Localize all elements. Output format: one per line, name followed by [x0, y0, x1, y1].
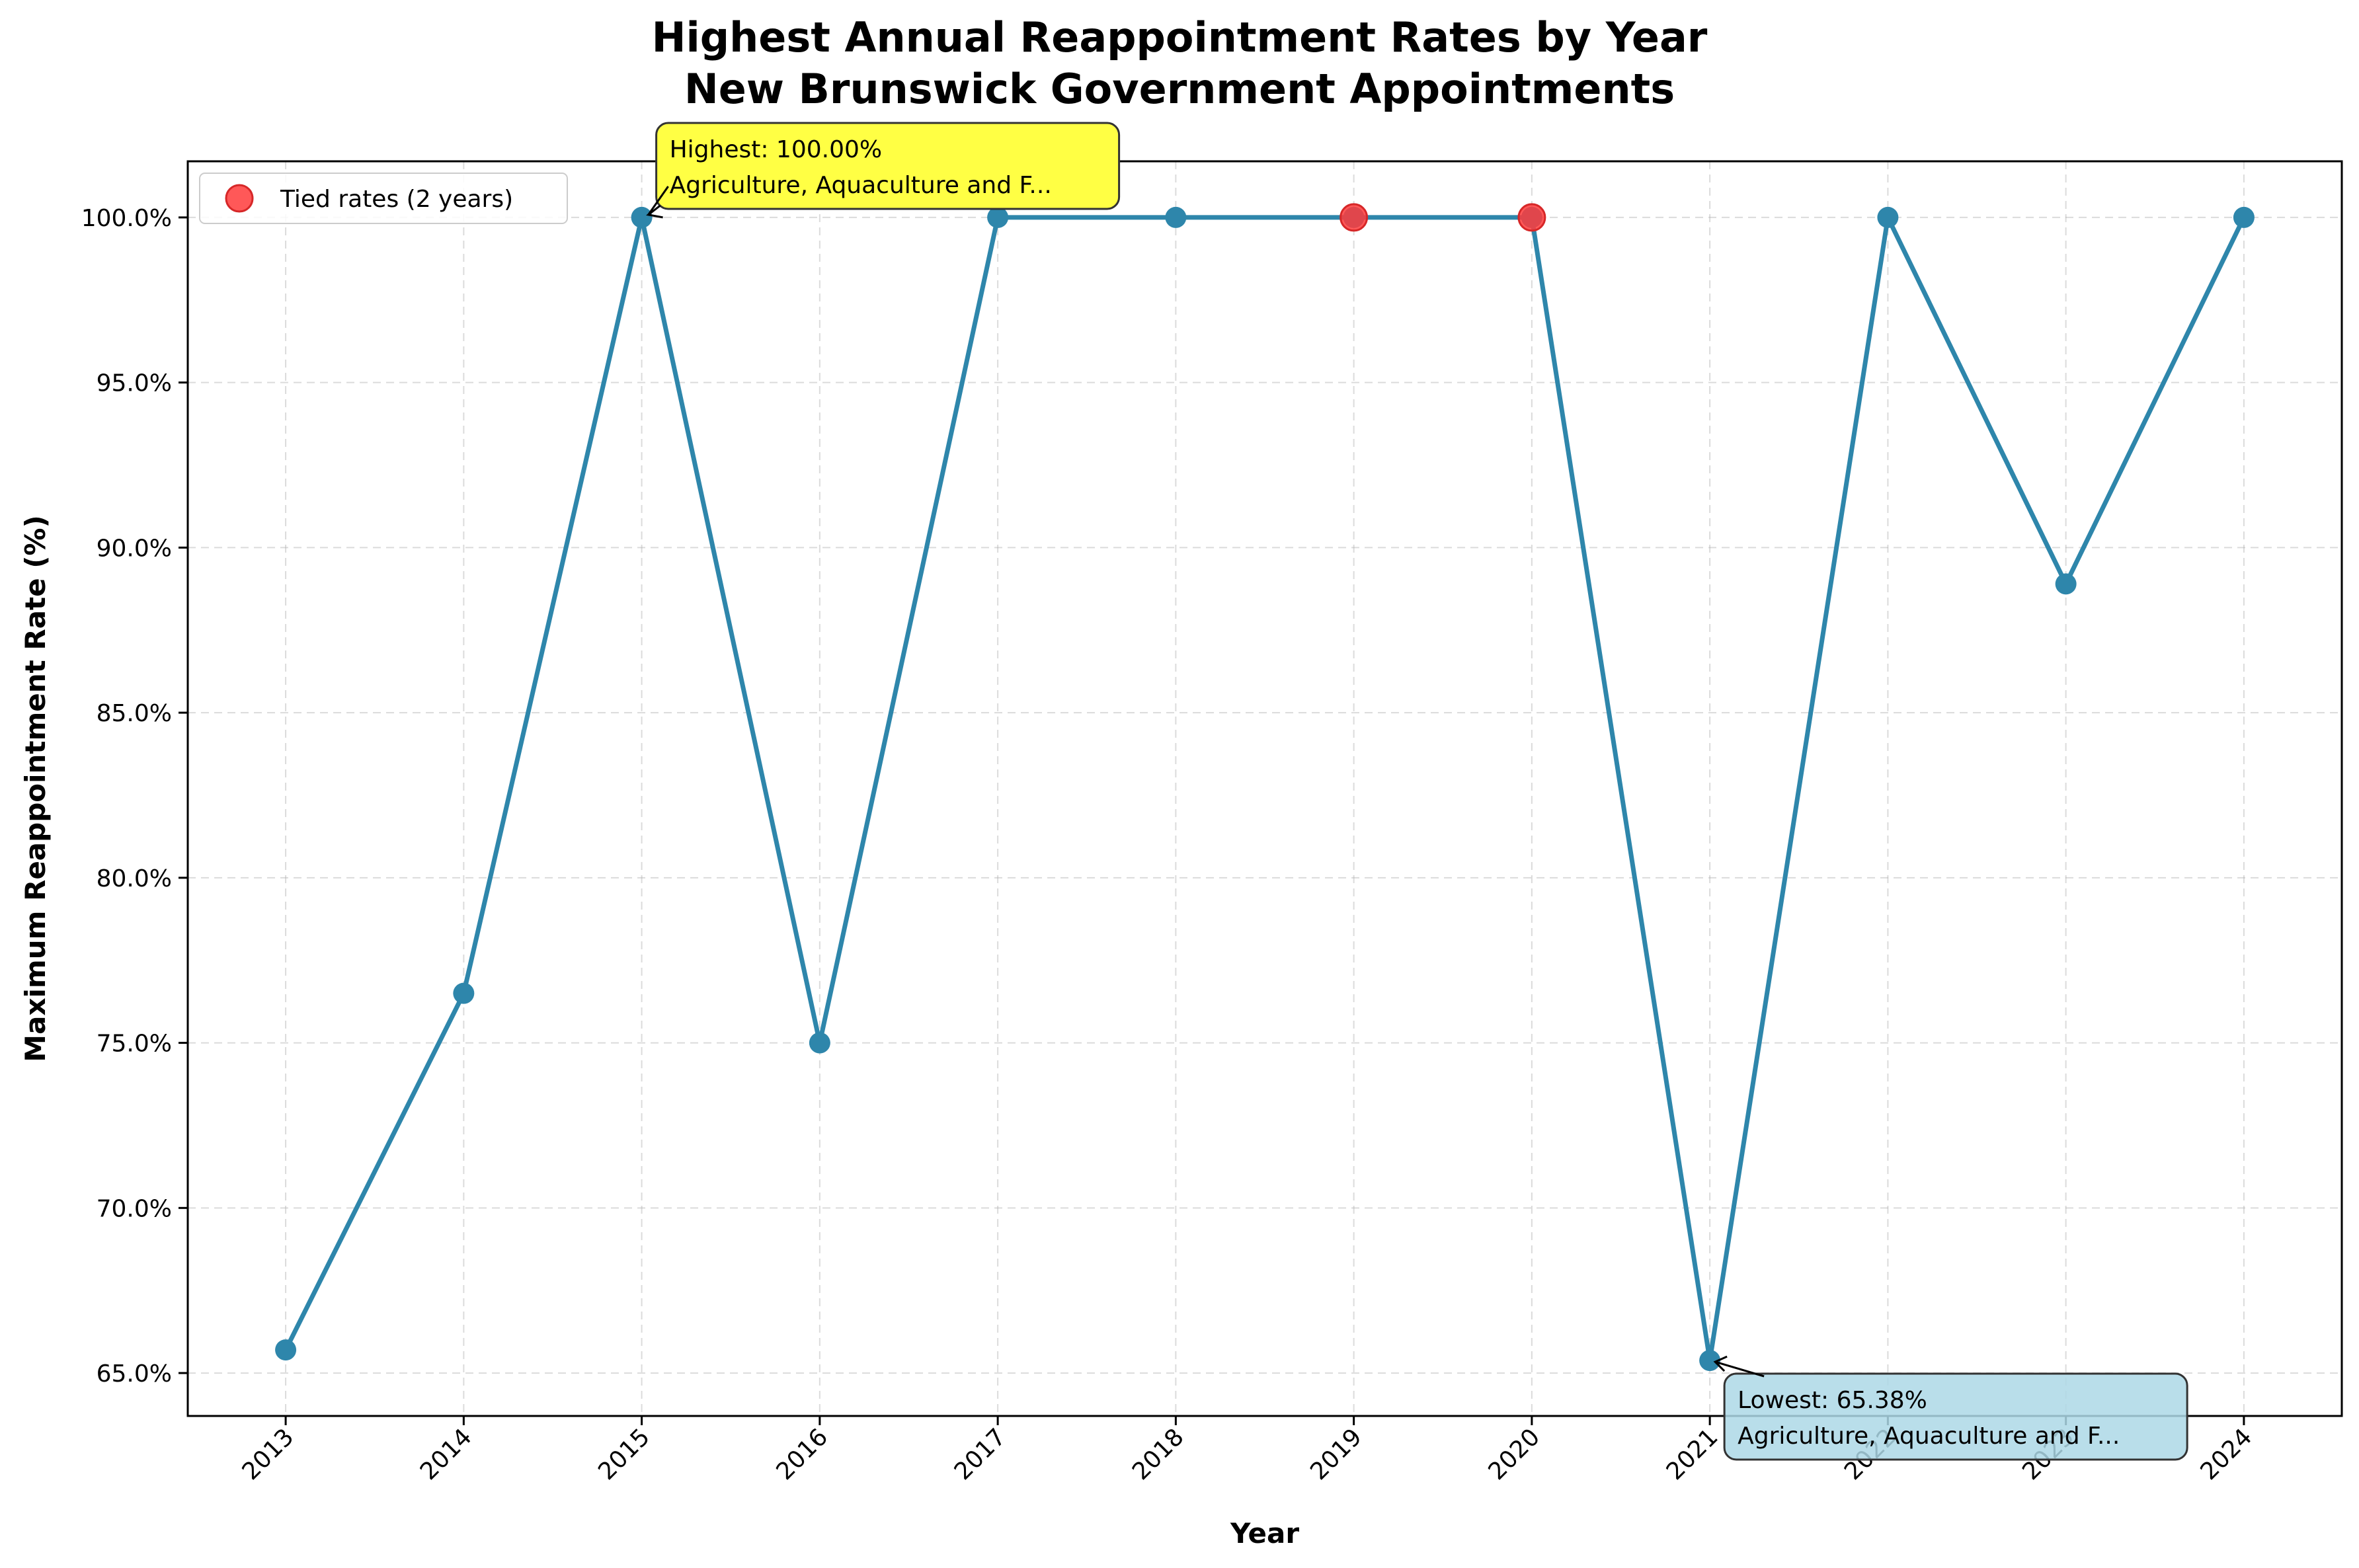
- data-point: [1165, 206, 1187, 228]
- data-point: [2233, 206, 2255, 228]
- data-point: [2055, 573, 2077, 595]
- legend-frame: [199, 173, 568, 224]
- highest-annotation-box: [655, 122, 1121, 210]
- y-tick-label: 85.0%: [97, 700, 172, 727]
- data-point: [453, 982, 475, 1004]
- highest-annotation-title: Highest: 100.00%: [670, 136, 883, 163]
- data-point: [987, 206, 1009, 228]
- chart-subtitle: New Brunswick Government Appointments: [684, 65, 1675, 113]
- tied-rate-point: [1517, 203, 1546, 232]
- legend-label: Tied rates (2 years): [280, 186, 513, 213]
- y-tick-label: 65.0%: [97, 1360, 172, 1388]
- series-line: [283, 215, 2247, 1363]
- lowest-annotation-arrow: [1714, 1360, 1765, 1378]
- y-tick-label: 80.0%: [97, 865, 172, 892]
- data-point: [275, 1339, 297, 1361]
- lowest-annotation-detail: Agriculture, Aquaculture and F...: [1738, 1423, 2120, 1450]
- y-axis-label: Maximum Reappointment Rate (%): [19, 515, 52, 1062]
- y-tick-label: 95.0%: [97, 370, 172, 397]
- tied-rate-point: [1339, 203, 1369, 232]
- annotations: Highest: 100.00% Agriculture, Aquaculture…: [646, 122, 2188, 1461]
- lowest-annotation-title: Lowest: 65.38%: [1738, 1387, 1927, 1414]
- lowest-annotation-box: [1723, 1372, 2188, 1461]
- y-tick-label: 70.0%: [97, 1195, 172, 1222]
- legend-marker: [225, 184, 254, 213]
- highest-annotation-arrowhead: [646, 204, 663, 219]
- data-point: [1699, 1350, 1721, 1372]
- legend: Tied rates (2 years): [199, 173, 568, 224]
- data-point: [809, 1032, 830, 1054]
- data-point: [1877, 206, 1899, 228]
- data-point: [631, 206, 653, 228]
- x-axis-label: Year: [1230, 1517, 1299, 1549]
- y-tick-label: 100.0%: [81, 205, 172, 232]
- chart-title: Highest Annual Reappointment Rates by Ye…: [652, 13, 1708, 61]
- y-tick-label: 90.0%: [97, 535, 172, 562]
- y-tick-label: 75.0%: [97, 1031, 172, 1058]
- plot-frame: [186, 160, 2343, 1417]
- highest-annotation-arrow: [647, 186, 669, 216]
- lowest-annotation-arrowhead: [1713, 1355, 1728, 1372]
- series-layer: [275, 203, 2255, 1372]
- highest-annotation-detail: Agriculture, Aquaculture and F...: [670, 172, 1052, 199]
